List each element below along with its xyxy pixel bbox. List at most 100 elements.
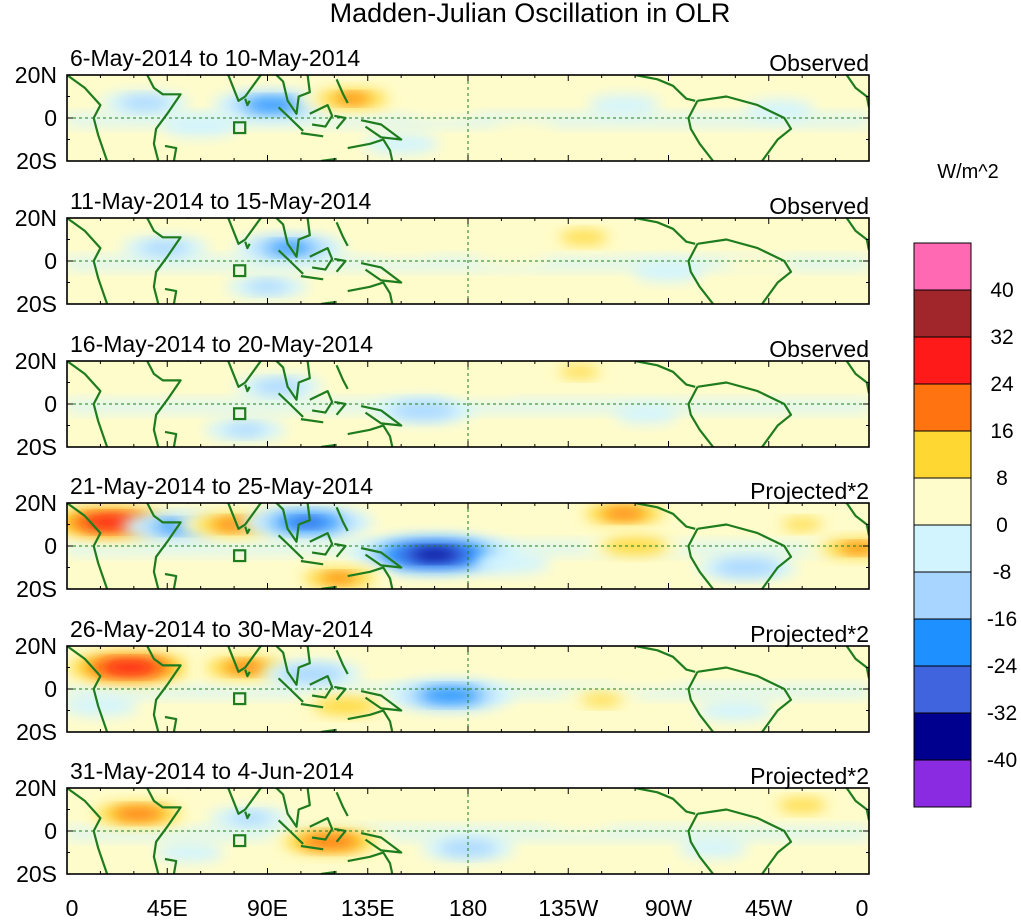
anomaly-blob (678, 838, 748, 858)
y-tick-label: 20N (15, 62, 57, 88)
coastline (244, 384, 251, 393)
coastline (697, 666, 793, 732)
colorbar-tick-label: 0 (996, 514, 1008, 537)
anomaly-blob (162, 116, 239, 137)
x-tick-label: 90E (247, 895, 288, 920)
coastline (67, 503, 109, 589)
y-tick-label: 0 (44, 248, 57, 274)
reference-box (232, 264, 247, 278)
coastline (845, 361, 869, 394)
panel-date-label: 21-May-2014 to 25-May-2014 (70, 473, 373, 499)
anomaly-blob (246, 281, 289, 293)
reference-box (232, 121, 247, 135)
coastline (164, 857, 178, 874)
coastline (634, 218, 696, 245)
anomaly-field (67, 793, 869, 863)
coastline (164, 572, 178, 589)
coastline (187, 218, 311, 258)
anomaly-blob (601, 508, 646, 520)
reference-box (232, 549, 247, 563)
panel-1: 20N 0 20S 6-May-2014 to 10-May-2014 Observed (15, 45, 870, 174)
coastline (309, 675, 334, 699)
y-tick-label: 0 (44, 105, 57, 131)
coastline (300, 132, 324, 138)
coastline (335, 78, 349, 104)
coastline (634, 361, 696, 388)
reference-box (232, 407, 247, 421)
coastline (146, 646, 182, 732)
coastline (360, 690, 403, 712)
coastline (697, 523, 793, 589)
coastline (634, 503, 696, 530)
coastline (845, 646, 869, 679)
coastline (67, 788, 109, 874)
reference-box (232, 692, 247, 706)
coastline (335, 791, 349, 817)
coastline (335, 506, 349, 532)
coastline (146, 503, 182, 589)
coastline (687, 813, 714, 874)
x-tick-label: 0 (66, 895, 79, 920)
anomaly-blob (544, 810, 615, 830)
coastline (164, 715, 178, 732)
panel-date-label: 6-May-2014 to 10-May-2014 (70, 45, 360, 71)
anomaly-blob (140, 241, 190, 255)
x-tick-label: 180 (449, 895, 487, 920)
anomaly-blob (697, 700, 774, 721)
y-tick-label: 0 (44, 676, 57, 702)
anomaly-blob (602, 537, 668, 555)
coastline (244, 98, 251, 107)
anomaly-blob (745, 99, 815, 119)
x-tick-label: 90W (645, 895, 693, 920)
anomaly-blob (608, 665, 685, 687)
anomaly-field (67, 225, 869, 298)
anomaly-blob (632, 261, 705, 282)
anomaly-blob (474, 244, 551, 265)
chart-title: Madden-Julian Oscillation in OLR (330, 0, 731, 28)
coastlines (67, 646, 869, 732)
coastline (845, 75, 869, 108)
y-tick-label: 20S (16, 291, 57, 317)
colorbar: 40 32 24 16 8 0 -8 -16 -24 -32 -40 (913, 242, 1017, 808)
coastline (300, 418, 324, 424)
coastline (309, 817, 334, 841)
anomaly-blob (777, 798, 827, 812)
coastline (67, 361, 109, 447)
coastline (347, 138, 394, 161)
coastline (164, 430, 178, 447)
anomaly-blob (581, 694, 623, 706)
colorbar-swatch (913, 430, 972, 479)
anomaly-blob (781, 519, 823, 530)
coastline (309, 532, 334, 556)
anomaly-blob (363, 133, 440, 154)
colorbar-swatch (913, 336, 972, 385)
anomaly-blob (120, 96, 170, 110)
colorbar-tick-label: -8 (993, 561, 1012, 584)
anomaly-blob (246, 98, 298, 112)
coastline (634, 75, 696, 102)
coastline (634, 788, 696, 815)
coastline (244, 811, 251, 820)
coastline (300, 275, 324, 281)
anomaly-blob (492, 121, 556, 140)
coastline (244, 669, 251, 678)
panel-date-label: 16-May-2014 to 20-May-2014 (70, 331, 373, 357)
colorbar-units-label: W/m^2 (937, 161, 999, 183)
colorbar-swatch (913, 477, 972, 526)
coastline (187, 788, 311, 828)
coastline (697, 808, 793, 874)
coastline (67, 75, 109, 161)
coastline (347, 709, 394, 732)
coastline (360, 119, 403, 141)
coastline (347, 281, 394, 304)
coastline (634, 646, 696, 673)
colorbar-tick-label: 32 (990, 326, 1013, 349)
panel-type-label: Projected*2 (750, 763, 869, 789)
colorbar-swatch (913, 383, 972, 432)
y-tick-label: 20N (15, 490, 57, 516)
colorbar-tick-label: 24 (990, 373, 1014, 396)
anomaly-blob (224, 424, 266, 436)
anomaly-blob (154, 842, 225, 863)
colorbar-tick-label: 16 (990, 420, 1013, 443)
